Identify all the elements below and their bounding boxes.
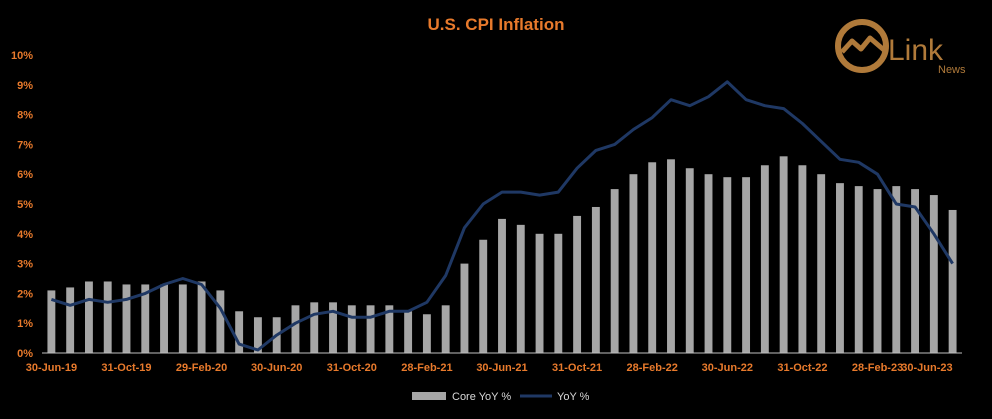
logo-name: Link — [888, 34, 944, 67]
core-bar — [422, 314, 431, 353]
yoy-series-line — [50, 80, 954, 352]
logo-tagline: News — [938, 64, 966, 76]
core-bar — [160, 284, 168, 353]
core-bar — [516, 224, 525, 353]
core-bar — [854, 186, 863, 353]
y-tick-label: 10% — [11, 50, 33, 62]
y-tick-label: 9% — [17, 80, 33, 92]
core-bar — [929, 195, 938, 353]
core-bar — [216, 290, 225, 353]
x-tick-label: 30-Jun-20 — [251, 362, 302, 374]
x-tick-label: 30-Jun-19 — [26, 362, 77, 374]
y-tick-label: 1% — [17, 318, 33, 330]
x-tick-label: 30-Jun-22 — [702, 362, 753, 374]
x-tick-label: 30-Jun-21 — [476, 362, 527, 374]
core-bar — [554, 233, 563, 353]
y-tick-label: 6% — [17, 169, 33, 181]
core-bar — [573, 215, 582, 353]
x-tick-label: 31-Oct-20 — [327, 362, 377, 374]
legend: Core YoY % YoY % — [412, 391, 590, 403]
core-bar — [836, 183, 844, 353]
core-bar — [235, 311, 244, 353]
core-bar — [291, 305, 300, 353]
core-bar — [648, 162, 657, 353]
core-bar — [66, 287, 75, 353]
y-tick-label: 8% — [17, 110, 33, 122]
core-bar — [84, 281, 93, 353]
core-bar — [535, 233, 544, 353]
core-bar — [347, 305, 356, 353]
y-tick-label: 2% — [17, 288, 33, 300]
core-bar — [178, 284, 187, 353]
core-bar — [122, 284, 131, 353]
core-bar — [798, 165, 807, 353]
legend-core-label: Core YoY % — [452, 391, 511, 403]
core-bar — [385, 305, 394, 353]
core-bar — [310, 302, 319, 353]
x-tick-label: 30-Jun-23 — [901, 362, 952, 374]
x-axis: 30-Jun-19 31-Oct-19 29-Feb-20 30-Jun-20 31-O… — [26, 362, 953, 374]
core-bar — [629, 174, 638, 353]
legend-yoy-label: YoY % — [557, 391, 590, 403]
core-bar — [704, 174, 713, 353]
x-tick-label: 31-Oct-19 — [101, 362, 151, 374]
x-tick-label: 28-Feb-23 — [852, 362, 903, 374]
x-tick-label: 31-Oct-22 — [777, 362, 827, 374]
core-bar — [760, 165, 769, 353]
core-bar — [591, 206, 600, 353]
y-axis: 0% 1% 2% 3% 4% 5% 6% 7% 8% 9% 10% — [11, 50, 33, 360]
x-tick-label: 31-Oct-21 — [552, 362, 602, 374]
x-tick-label: 28-Feb-21 — [401, 362, 452, 374]
core-bar — [723, 177, 732, 353]
core-bar — [103, 281, 112, 353]
logo: Link News — [835, 19, 966, 76]
y-tick-label: 3% — [17, 259, 33, 271]
core-bar — [47, 290, 56, 353]
legend-core-swatch — [412, 392, 446, 400]
core-bars — [47, 156, 957, 353]
x-tick-label: 28-Feb-22 — [627, 362, 678, 374]
link-logo-icon — [835, 19, 889, 73]
core-bar — [404, 311, 413, 353]
y-tick-label: 5% — [17, 199, 33, 211]
core-bar — [329, 302, 337, 353]
y-tick-label: 7% — [17, 139, 33, 151]
core-bar — [610, 189, 619, 353]
core-bar — [253, 317, 262, 353]
core-bar — [779, 156, 788, 353]
core-bar — [817, 174, 826, 353]
core-bar — [141, 284, 150, 353]
core-bar — [742, 177, 751, 353]
core-bar — [197, 281, 206, 353]
core-bar — [366, 305, 375, 353]
core-bar — [892, 186, 901, 353]
x-tick-label: 29-Feb-20 — [176, 362, 227, 374]
core-bar — [479, 239, 488, 353]
core-bar — [685, 168, 694, 353]
core-bar — [667, 159, 675, 353]
core-bar — [948, 209, 957, 353]
core-bar — [498, 218, 506, 353]
y-tick-label: 0% — [17, 348, 33, 360]
core-bar — [911, 189, 920, 353]
core-bar — [460, 263, 469, 353]
core-bar — [441, 305, 450, 353]
core-bar — [873, 189, 882, 353]
chart-title: U.S. CPI Inflation — [428, 15, 565, 34]
y-tick-label: 4% — [17, 229, 33, 241]
